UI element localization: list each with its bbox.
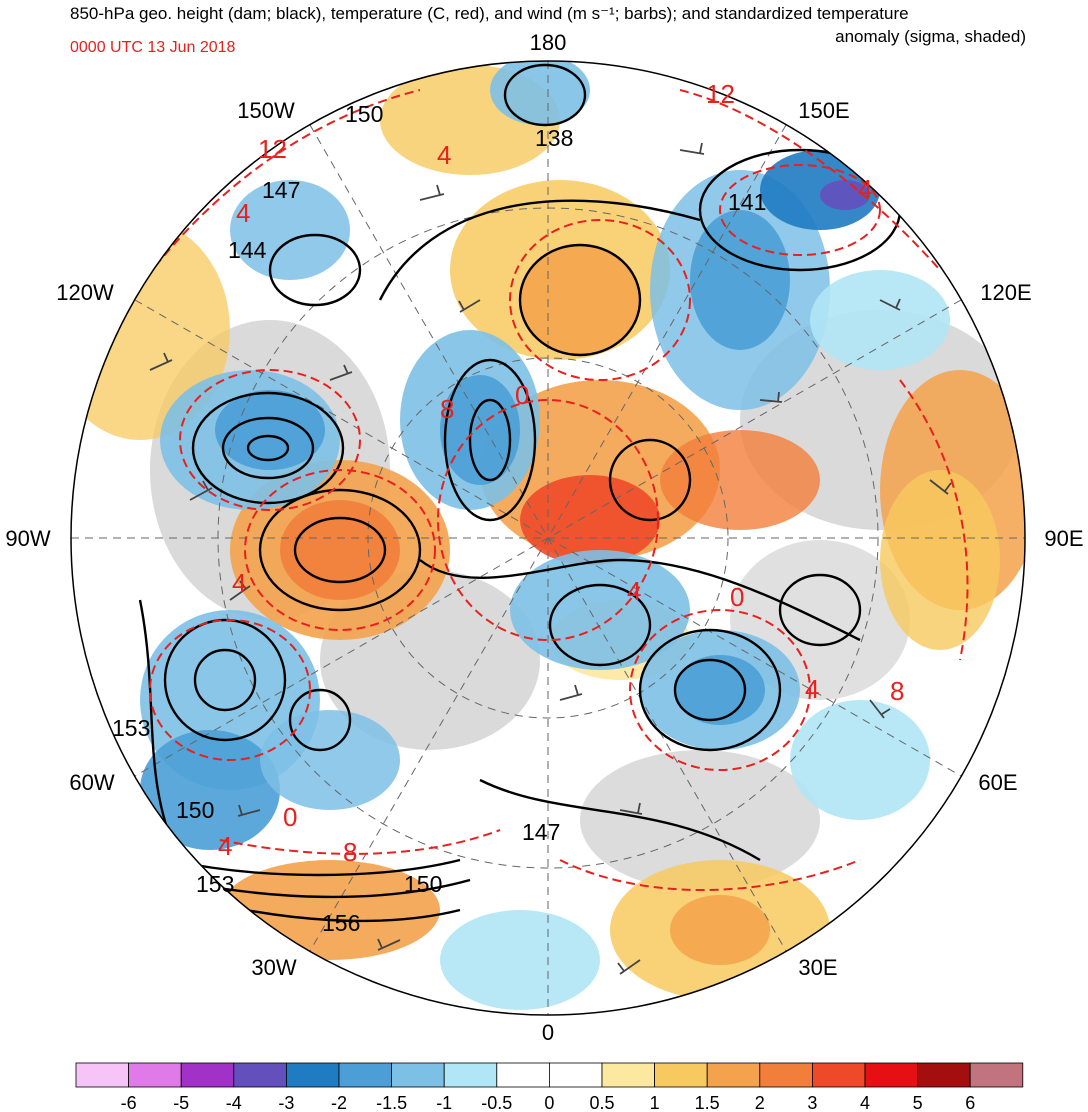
temperature-label: 0 — [283, 802, 297, 832]
graticule — [71, 61, 1025, 1015]
temperature-contours — [129, 89, 969, 891]
height-label: 153 — [112, 715, 150, 741]
height-label: 156 — [322, 910, 360, 936]
temperature-label: 4 — [858, 174, 872, 204]
longitude-label-60w: 60W — [69, 770, 114, 795]
colorbar-swatch — [391, 1062, 445, 1088]
height-label: 150 — [404, 871, 442, 897]
colorbar-label: 4 — [860, 1093, 870, 1112]
colorbar-swatch — [864, 1062, 918, 1088]
colorbar-label: -6 — [121, 1093, 137, 1112]
longitude-label-90e: 90E — [1044, 526, 1083, 551]
colorbar-label: 1.5 — [695, 1093, 720, 1112]
temperature-label: 8 — [440, 394, 454, 424]
height-label: 147 — [522, 819, 560, 845]
map-title-line1: 850-hPa geo. height (dam; black), temper… — [70, 4, 909, 23]
colorbar: -6 -5 -4 -3 -2 -1.5 -1 -0.5 0 0.5 1 1.5 2 3 4 5 6 — [75, 1062, 1024, 1112]
longitude-label-120w: 120W — [56, 280, 114, 305]
colorbar-swatch — [338, 1062, 392, 1088]
height-label: 138 — [535, 125, 573, 151]
temperature-label: 12 — [706, 79, 735, 109]
temperature-label: 4 — [437, 140, 451, 170]
colorbar-label: -1 — [436, 1093, 452, 1112]
colorbar-swatch — [917, 1062, 971, 1088]
longitude-label-180: 180 — [530, 30, 567, 55]
colorbar-label: 0 — [544, 1093, 554, 1112]
colorbar-swatch — [654, 1062, 708, 1088]
colorbar-swatch — [443, 1062, 498, 1088]
colorbar-swatch — [233, 1062, 287, 1088]
longitude-label-0: 0 — [542, 1020, 554, 1045]
temperature-label: 4 — [218, 831, 232, 861]
temperature-label: 4 — [232, 568, 246, 598]
longitude-label-120e: 120E — [980, 280, 1031, 305]
temperature-label: 12 — [258, 134, 287, 164]
longitude-label-150w: 150W — [237, 98, 295, 123]
map-outline — [70, 60, 1026, 1016]
temperature-label: 4 — [627, 576, 641, 606]
height-label: 150 — [345, 101, 383, 127]
temperature-label-group: 12 12 4 4 4 8 0 4 0 4 8 4 0 8 4 — [218, 79, 904, 867]
temperature-label: 0 — [730, 582, 744, 612]
height-label: 147 — [262, 177, 300, 203]
colorbar-label: 3 — [807, 1093, 817, 1112]
colorbar-label: 2 — [755, 1093, 765, 1112]
colorbar-label: -3 — [278, 1093, 294, 1112]
colorbar-label: 1 — [650, 1093, 660, 1112]
colorbar-swatch — [75, 1062, 129, 1088]
temperature-label: 8 — [343, 837, 357, 867]
colorbar-swatch — [706, 1062, 761, 1088]
height-label-group: 150 138 141 147 144 153 150 153 150 156 … — [112, 101, 766, 936]
height-label: 153 — [196, 871, 234, 897]
map-title-line2: anomaly (sigma, shaded) — [835, 27, 1026, 46]
valid-time-label: 0000 UTC 13 Jun 2018 — [70, 39, 236, 56]
colorbar-label: 5 — [913, 1093, 923, 1112]
wind-barbs — [149, 142, 952, 975]
colorbar-label: -0.5 — [481, 1093, 512, 1112]
temperature-label: 0 — [515, 380, 529, 410]
colorbar-swatch — [759, 1062, 813, 1088]
height-label: 144 — [228, 237, 267, 263]
colorbar-swatch — [128, 1062, 182, 1088]
temperature-label: 8 — [890, 676, 904, 706]
longitude-label-150e: 150E — [798, 98, 849, 123]
temperature-label: 4 — [236, 198, 250, 228]
longitude-label-group: 180 150E 120E 90E 60E 30E 0 30W 60W 90W … — [5, 30, 1083, 1045]
colorbar-label: -5 — [173, 1093, 189, 1112]
colorbar-swatch — [812, 1062, 866, 1088]
colorbar-swatch — [969, 1062, 1024, 1088]
colorbar-swatch — [180, 1062, 235, 1088]
colorbar-swatch — [285, 1062, 340, 1088]
temperature-label: 4 — [805, 674, 819, 704]
colorbar-label: -2 — [331, 1093, 347, 1112]
height-label: 141 — [728, 189, 766, 215]
colorbar-swatch — [601, 1062, 655, 1088]
height-label: 150 — [176, 797, 214, 823]
longitude-label-90w: 90W — [5, 526, 50, 551]
colorbar-label: 0.5 — [589, 1093, 614, 1112]
colorbar-swatch — [549, 1062, 603, 1088]
longitude-label-30e: 30E — [798, 955, 837, 980]
colorbar-label: 6 — [965, 1093, 975, 1112]
longitude-label-30w: 30W — [251, 955, 296, 980]
colorbar-label: -1.5 — [376, 1093, 407, 1112]
longitude-label-60e: 60E — [978, 770, 1017, 795]
colorbar-label: -4 — [226, 1093, 242, 1112]
colorbar-swatch — [496, 1062, 550, 1088]
